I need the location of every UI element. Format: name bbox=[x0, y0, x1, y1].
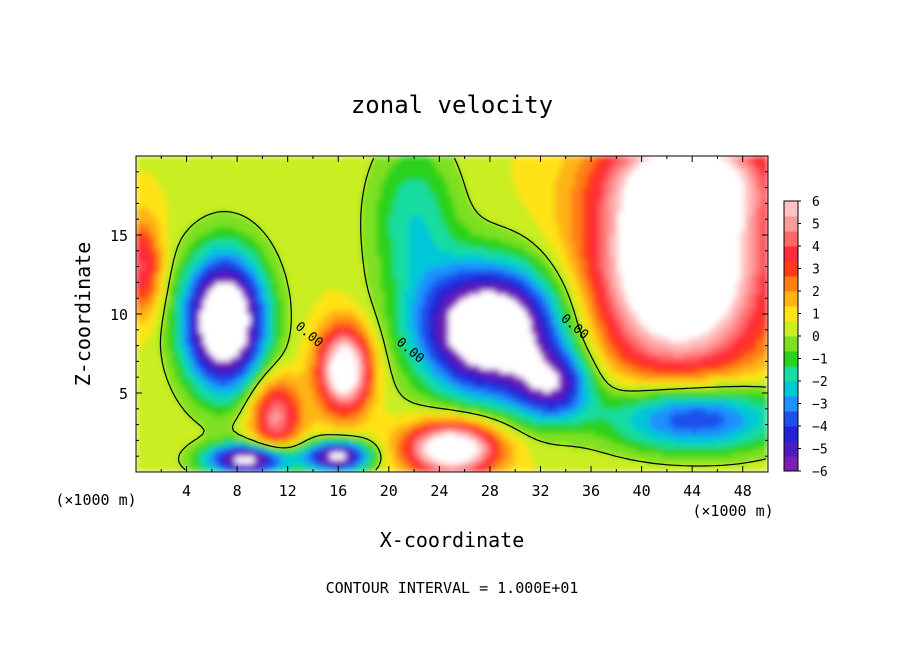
colorbar-tick-label: 5 bbox=[812, 218, 820, 233]
plot-area: 0.00 0.000.00 4 8 12 16 20 24 28 32 36 40 44 48 5101… bbox=[110, 155, 769, 500]
colorbar-tick-label: −4 bbox=[812, 420, 828, 435]
x-tick-label: 44 bbox=[683, 482, 701, 500]
x-tick-label: 48 bbox=[734, 482, 752, 500]
colorbar-tick-label: −3 bbox=[812, 398, 828, 413]
colorbar-swatch bbox=[784, 396, 798, 412]
colorbar-tick-label: 3 bbox=[812, 263, 820, 278]
colorbar-tick-label: −6 bbox=[812, 465, 828, 480]
x-tick-label: 32 bbox=[531, 482, 549, 500]
colorbar-tick-label: 4 bbox=[812, 240, 820, 255]
colorbar-swatch bbox=[784, 336, 798, 352]
colorbar-swatch bbox=[784, 426, 798, 442]
colorbar-swatch bbox=[784, 276, 798, 292]
chart-title: zonal velocity bbox=[351, 91, 553, 119]
x-axis-label: X-coordinate bbox=[380, 528, 525, 552]
x-unit-label-left: (×1000 m) bbox=[55, 491, 136, 509]
x-axis-ticks: 4 8 12 16 20 24 28 32 36 40 44 48 bbox=[160, 156, 752, 500]
colorbar-tick-label: −5 bbox=[812, 443, 828, 458]
contour-interval-footer: CONTOUR INTERVAL = 1.000E+01 bbox=[326, 579, 579, 597]
colorbar-swatch bbox=[784, 246, 798, 262]
colorbar-swatch bbox=[784, 381, 798, 397]
x-tick-label: 36 bbox=[582, 482, 600, 500]
colorbar: 6 5 4 3 2 1 0 −1 −2 −3 −4 −5 −6 bbox=[783, 195, 828, 480]
x-tick-label: 28 bbox=[481, 482, 499, 500]
colorbar-swatch bbox=[784, 201, 798, 217]
colorbar-tick-label: 2 bbox=[812, 285, 820, 300]
colorbar-tick-label: 6 bbox=[812, 195, 820, 210]
x-tick-label: 4 bbox=[182, 482, 191, 500]
colorbar-tick-label: 0 bbox=[812, 330, 820, 345]
y-tick-label: 15 bbox=[110, 227, 128, 245]
colorbar-tick-label: 1 bbox=[812, 308, 820, 323]
colorbar-swatch bbox=[784, 411, 798, 427]
x-tick-label: 16 bbox=[329, 482, 347, 500]
zero-contour-path bbox=[159, 157, 767, 471]
colorbar-swatch bbox=[784, 366, 798, 382]
zero-contours bbox=[159, 157, 767, 471]
colorbar-swatch bbox=[784, 351, 798, 367]
y-axis-label: Z-coordinate bbox=[71, 242, 95, 387]
colorbar-tick-label: −1 bbox=[812, 353, 828, 368]
x-unit-label-right: (×1000 m) bbox=[692, 502, 773, 520]
colorbar-swatch bbox=[784, 441, 798, 457]
colorbar-swatch bbox=[784, 291, 798, 307]
colorbar-swatch bbox=[784, 321, 798, 337]
colorbar-swatch bbox=[784, 261, 798, 277]
x-tick-label: 40 bbox=[633, 482, 651, 500]
velocity-field bbox=[136, 156, 768, 472]
x-tick-label: 20 bbox=[380, 482, 398, 500]
colorbar-swatch bbox=[784, 306, 798, 322]
colorbar-swatch bbox=[784, 456, 798, 472]
x-tick-label: 8 bbox=[233, 482, 242, 500]
y-axis-ticks: 5 10 15 bbox=[110, 171, 768, 457]
y-tick-label: 5 bbox=[119, 385, 128, 403]
x-tick-label: 12 bbox=[279, 482, 297, 500]
colorbar-swatch bbox=[784, 231, 798, 247]
y-tick-label: 10 bbox=[110, 306, 128, 324]
colorbar-tick-label: −2 bbox=[812, 375, 828, 390]
x-tick-label: 24 bbox=[430, 482, 448, 500]
colorbar-swatch bbox=[784, 216, 798, 232]
